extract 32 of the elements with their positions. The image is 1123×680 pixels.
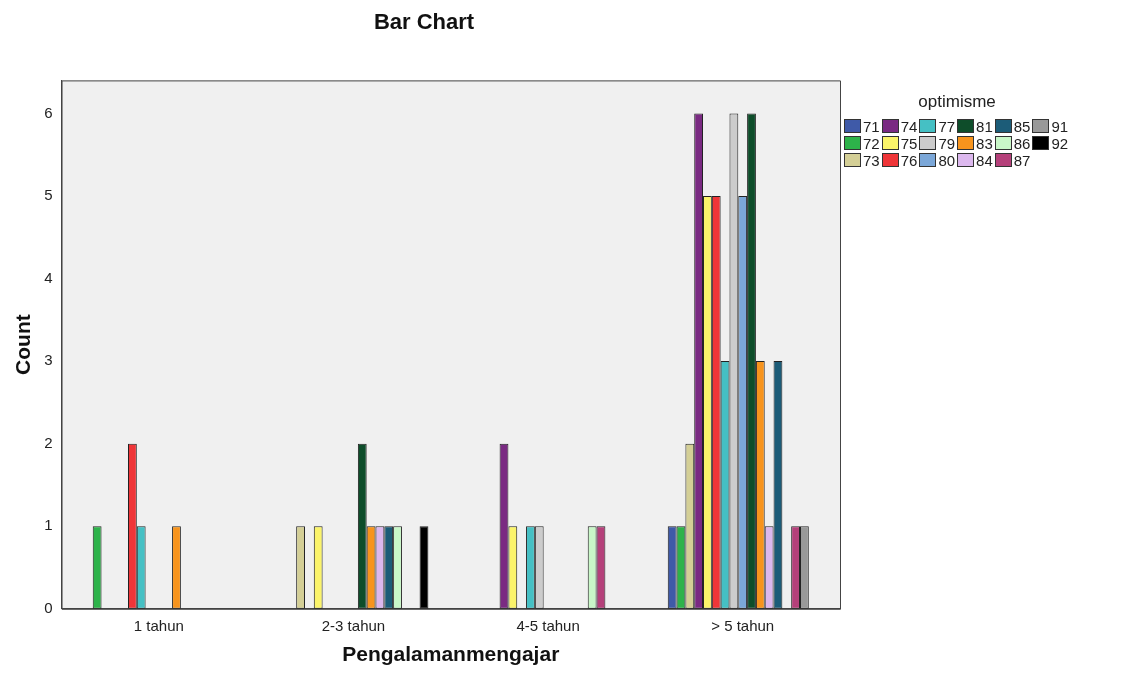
legend-label: 73 (863, 151, 880, 169)
legend-title: optimisme (917, 92, 997, 113)
legend-label: 74 (900, 117, 918, 135)
legend-label: 92 (1051, 134, 1069, 152)
y-tick-label: 1 (44, 516, 53, 534)
y-tick-label: 4 (44, 268, 53, 286)
legend-label: 86 (1013, 134, 1031, 152)
legend-label: 91 (1051, 117, 1069, 135)
y-tick-label: 5 (44, 186, 53, 204)
legend-label: 80 (938, 151, 956, 169)
x-tick-label: > 5 tahun (711, 616, 775, 634)
y-tick-label: 0 (44, 598, 53, 616)
legend-label: 81 (976, 117, 993, 135)
x-tick-label: 1 tahun (133, 616, 184, 634)
legend-label: 76 (900, 151, 918, 169)
legend-label: 85 (1013, 117, 1031, 135)
y-axis-title: Count (11, 314, 35, 375)
legend-label: 77 (938, 117, 956, 135)
legend-label: 79 (938, 134, 956, 152)
y-tick-label: 6 (44, 103, 53, 121)
y-tick-label: 3 (44, 351, 53, 369)
legend-label: 84 (976, 151, 993, 169)
legend-label: 75 (900, 134, 918, 152)
chart-title: Bar Chart (373, 9, 475, 35)
legend-label: 72 (863, 134, 880, 152)
legend-label: 71 (863, 117, 880, 135)
x-axis-title: Pengalamanmengajar (342, 642, 560, 666)
legend-label: 87 (1013, 151, 1031, 169)
x-tick-label: 4-5 tahun (516, 616, 580, 634)
x-tick-label: 2-3 tahun (321, 616, 386, 634)
legend-label: 83 (976, 134, 993, 152)
y-tick-label: 2 (44, 433, 53, 451)
